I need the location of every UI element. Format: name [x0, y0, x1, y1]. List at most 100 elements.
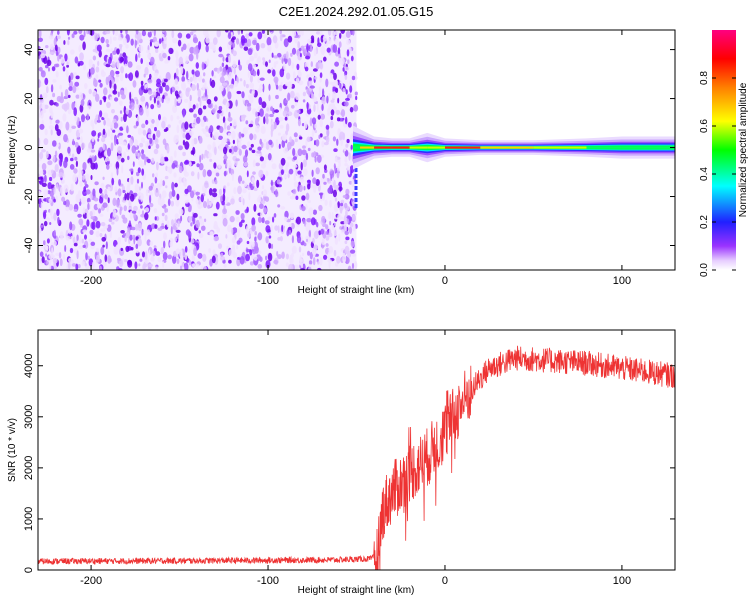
heatmap-noise-blob	[201, 97, 207, 102]
heatmap-noise-blob	[170, 87, 173, 95]
heatmap-noise-blob	[95, 230, 100, 238]
heatmap-noise-blob	[300, 258, 303, 263]
heatmap-noise-blob	[201, 153, 204, 160]
heatmap-noise-blob	[82, 229, 87, 233]
heatmap-noise-blob	[65, 121, 70, 131]
heatmap-noise-blob	[145, 83, 149, 88]
heatmap-noise-blob	[323, 254, 328, 260]
heatmap-noise-blob	[303, 242, 307, 247]
heatmap-noise-blob	[46, 238, 50, 244]
heatmap-noise-blob	[66, 30, 70, 36]
heatmap-noise-blob	[40, 224, 44, 228]
heatmap-noise-blob	[216, 67, 220, 74]
heatmap-noise-blob	[265, 170, 269, 177]
heatmap-noise-blob	[80, 99, 85, 107]
heatmap-noise-blob	[51, 66, 56, 72]
heatmap-noise-blob	[160, 247, 165, 255]
heatmap-noise-blob	[298, 47, 302, 52]
heatmap-noise-blob	[291, 30, 297, 37]
heatmap-noise-blob	[295, 167, 298, 177]
heatmap-noise-blob	[95, 220, 101, 229]
heatmap-noise-blob	[165, 185, 168, 189]
snr-x-label: Height of straight line (km)	[298, 585, 415, 596]
heatmap-noise-blob	[240, 213, 245, 220]
heatmap-noise-blob	[296, 109, 301, 114]
heatmap-noise-blob	[175, 198, 180, 207]
heatmap-noise-blob	[204, 218, 207, 223]
heatmap-noise-blob	[220, 256, 226, 261]
heatmap-noise-blob	[193, 75, 198, 84]
heatmap-noise-blob	[238, 148, 242, 156]
heatmap-noise-blob	[162, 52, 167, 59]
heatmap-noise-blob	[134, 139, 138, 148]
heatmap-noise-blob	[66, 61, 69, 66]
heatmap-noise-blob	[77, 62, 81, 67]
heatmap-noise-blob	[107, 186, 111, 192]
heatmap-noise-blob	[259, 77, 265, 81]
heatmap-noise-blob	[303, 185, 306, 191]
heatmap-noise-blob	[182, 139, 186, 146]
heatmap-noise-blob	[181, 46, 184, 52]
heatmap-noise-blob	[210, 79, 216, 88]
heatmap-noise-blob	[117, 188, 122, 197]
heatmap-noise-blob	[350, 55, 354, 62]
heatmap-noise-blob	[305, 192, 310, 201]
heatmap-noise-blob	[292, 71, 296, 80]
heatmap-noise-blob	[225, 198, 228, 205]
heatmap-noise-blob	[134, 261, 138, 270]
heatmap-noise-blob	[251, 90, 255, 98]
heatmap-noise-blob	[141, 210, 145, 216]
heatmap-noise-blob	[162, 138, 167, 146]
heatmap-noise-blob	[141, 228, 144, 236]
heatmap-noise-blob	[157, 256, 162, 263]
heatmap-noise-blob	[306, 136, 311, 143]
heatmap-noise-blob	[150, 124, 155, 129]
heatmap-noise-blob	[282, 110, 288, 117]
heatmap-noise-blob	[72, 85, 77, 94]
heatmap-noise-blob	[273, 259, 279, 265]
heatmap-noise-blob	[336, 117, 341, 122]
heatmap-noise-blob	[171, 162, 176, 169]
heatmap-noise-blob	[133, 212, 137, 220]
heatmap-noise-blob	[147, 53, 152, 59]
heatmap-noise-blob	[151, 157, 155, 164]
heatmap-noise-blob	[118, 33, 121, 41]
heatmap-noise-blob	[161, 190, 167, 199]
heatmap-noise-blob	[204, 33, 210, 39]
heatmap-noise-blob	[113, 122, 119, 129]
heatmap-noise-blob	[161, 120, 166, 129]
heatmap-noise-blob	[251, 224, 256, 232]
heatmap-noise-blob	[43, 211, 47, 220]
heatmap-y-tick-label: -40	[23, 238, 35, 254]
heatmap-noise-blob	[149, 241, 154, 246]
heatmap-noise-blob	[247, 105, 252, 112]
heatmap-noise-blob	[261, 185, 265, 190]
heatmap-noise-blob	[352, 30, 355, 36]
heatmap-noise-blob	[105, 241, 108, 250]
heatmap-noise-blob	[160, 179, 163, 186]
heatmap-noise-blob	[65, 235, 71, 241]
heatmap-noise-blob	[144, 157, 147, 166]
heatmap-noise-blob	[141, 181, 143, 189]
heatmap-noise-blob	[243, 79, 246, 87]
colorbar-ticks: 0.0 0.2 0.4 0.6 0.8	[699, 71, 736, 277]
heatmap-noise-blob	[343, 215, 347, 224]
heatmap-noise-blob	[47, 160, 53, 166]
heatmap-noise-blob	[174, 218, 177, 226]
heatmap-noise-blob	[81, 261, 85, 266]
heatmap-noise-blob	[99, 99, 102, 105]
heatmap-noise-blob	[73, 30, 78, 35]
heatmap-noise-blob	[196, 82, 199, 91]
heatmap-noise-blob	[39, 170, 44, 175]
heatmap-noise-blob	[162, 261, 165, 269]
heatmap-noise-blob	[253, 52, 258, 59]
heatmap-noise-blob	[218, 53, 224, 58]
heatmap-noise-blob	[312, 237, 315, 244]
heatmap-noise-blob	[170, 114, 174, 122]
heatmap-noise-blob	[322, 173, 325, 179]
heatmap-noise-blob	[86, 148, 92, 153]
heatmap-noise-blob	[251, 177, 255, 183]
heatmap-noise-blob	[279, 33, 283, 42]
heatmap-noise-blob	[185, 132, 191, 140]
